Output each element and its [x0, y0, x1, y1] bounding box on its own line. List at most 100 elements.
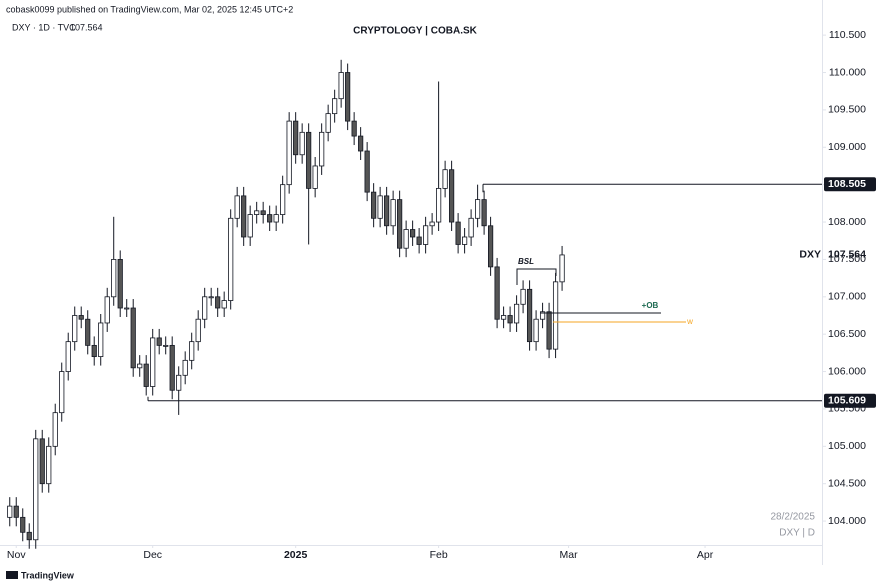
candle-body — [306, 131, 312, 189]
candle-body — [423, 225, 429, 245]
y-tick-label: 107.000 — [828, 291, 866, 303]
y-tick-label: 109.500 — [828, 104, 866, 116]
candle-body — [552, 281, 559, 350]
y-tick-label: 108.000 — [828, 216, 866, 228]
watermark-symbol: DXY | D — [779, 528, 815, 539]
candle-body — [468, 217, 474, 238]
candle-body — [559, 254, 565, 283]
candle-body — [20, 516, 26, 533]
candle-body — [104, 296, 110, 324]
candle-body — [475, 199, 481, 219]
candle-body — [59, 371, 65, 414]
candle-body — [182, 359, 188, 376]
candle-body — [526, 288, 533, 343]
candle-body — [462, 236, 468, 245]
candle-body — [390, 199, 396, 227]
logo-icon — [6, 571, 18, 579]
candle-body — [351, 120, 357, 137]
x-tick-label: Apr — [697, 549, 714, 561]
bsl-bracket — [516, 268, 557, 285]
candle-body — [500, 315, 507, 320]
price-badge-label: 108.505 — [828, 178, 866, 190]
candle-body — [325, 113, 331, 133]
chart-title: CRYPTOLOGY | COBA.SK — [353, 26, 478, 37]
last-price-label: 107.564 — [828, 248, 866, 260]
symbol-last: 107.564 — [70, 22, 103, 32]
price-badge-label: 105.609 — [828, 395, 866, 407]
candle-body — [98, 322, 104, 358]
candle-body — [449, 169, 455, 223]
annotation-ob: +OB — [642, 301, 659, 310]
candle-body — [78, 315, 84, 320]
x-tick-label: Mar — [560, 549, 579, 561]
candle-body — [13, 505, 19, 518]
candle-body — [228, 217, 234, 301]
candle-body — [176, 374, 182, 391]
candle-body — [52, 412, 58, 447]
candle-body — [65, 341, 71, 372]
candle-body — [436, 187, 442, 223]
x-tick-label: Dec — [143, 549, 162, 561]
symbol-info: DXY · 1D · TVC — [12, 22, 76, 32]
footer-brand: TradingView — [21, 570, 75, 580]
y-tick-label: 106.000 — [828, 365, 866, 377]
candle-body — [39, 438, 45, 485]
candle-body — [410, 229, 416, 238]
price-badge — [824, 177, 876, 192]
annotation-w: w — [686, 317, 693, 326]
annotation-bsl: BSL — [518, 257, 534, 266]
price-badge — [824, 393, 876, 408]
candle-body — [299, 131, 305, 156]
candle-body — [273, 214, 279, 223]
candle-body — [150, 337, 156, 387]
candle-body — [202, 296, 208, 320]
candle-body — [494, 266, 500, 320]
candle-body — [46, 445, 52, 485]
candle-body — [85, 318, 91, 346]
candle-body — [169, 344, 175, 391]
candle-body — [267, 214, 273, 223]
candle-body — [429, 221, 435, 227]
candle-body — [364, 150, 370, 193]
candle-body — [539, 311, 546, 320]
y-tick-label: 104.000 — [828, 515, 866, 527]
candle-body — [33, 438, 39, 541]
y-tick-label: 105.000 — [828, 440, 866, 452]
candle-body — [488, 225, 494, 268]
publisher: cobask0099 published on TradingView.com,… — [6, 4, 293, 14]
candle-body — [293, 120, 299, 156]
y-tick-label: 110.500 — [829, 29, 866, 41]
candle-body — [513, 303, 520, 324]
candle-body — [156, 337, 162, 346]
candle-body — [124, 307, 130, 310]
candle-body — [137, 363, 143, 369]
candle-body — [442, 169, 448, 189]
candle-body — [7, 505, 13, 518]
candle-body — [72, 315, 78, 343]
candle-body — [312, 165, 318, 189]
candle-body — [481, 199, 487, 227]
watermark-date: 28/2/2025 — [771, 512, 816, 523]
candle-body — [91, 344, 97, 358]
candle-body — [189, 341, 195, 361]
candle-body — [234, 195, 240, 219]
candle-body — [358, 135, 364, 152]
y-tick-label: 110.000 — [829, 66, 866, 78]
candle-body — [384, 195, 390, 227]
candle-body — [143, 363, 149, 387]
candle-body — [163, 344, 169, 347]
candle-body — [280, 184, 286, 215]
candle-body — [221, 300, 227, 309]
y-tick-label: 106.500 — [828, 328, 866, 340]
y-tick-label: 104.500 — [828, 477, 866, 489]
symbol-label: DXY — [799, 248, 821, 260]
candle-body — [319, 131, 325, 167]
candle-body — [260, 210, 266, 215]
candle-body — [286, 120, 292, 186]
candle-body — [111, 259, 117, 298]
y-tick-label: 107.500 — [828, 253, 866, 265]
candle-body — [208, 296, 214, 299]
candle-body — [338, 72, 344, 100]
